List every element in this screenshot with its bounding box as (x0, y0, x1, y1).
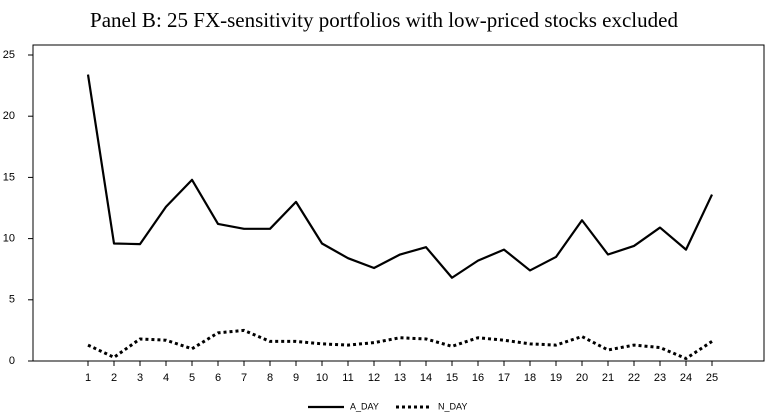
x-tick-label: 24 (680, 372, 692, 384)
x-tick-label: 14 (420, 372, 432, 384)
x-tick-label: 17 (498, 372, 510, 384)
x-tick-label: 8 (267, 372, 273, 384)
y-tick-label: 20 (3, 110, 15, 122)
data-line (86, 74, 713, 279)
x-tick-label: 18 (524, 372, 536, 384)
legend-label: N_DAY (438, 401, 467, 411)
x-tick-label: 15 (446, 372, 458, 384)
x-tick-label: 23 (654, 372, 666, 384)
x-tick-label: 4 (163, 372, 169, 384)
x-tick-label: 1 (85, 372, 91, 384)
x-tick-label: 12 (368, 372, 380, 384)
x-tick-label: 13 (394, 372, 406, 384)
x-tick-label: 6 (215, 372, 221, 384)
x-tick-label: 3 (137, 372, 143, 384)
x-tick-label: 10 (316, 372, 328, 384)
x-tick-label: 21 (602, 372, 614, 384)
plot-frame (32, 44, 765, 362)
data-line (87, 328, 713, 361)
x-tick-label: 25 (706, 372, 718, 384)
y-tick-label: 15 (3, 171, 15, 183)
x-tick-label: 2 (111, 372, 117, 384)
y-tick-label: 0 (9, 355, 15, 367)
x-tick-label: 22 (628, 372, 640, 384)
y-tick-label: 5 (9, 294, 15, 306)
chart-title: Panel B: 25 FX-sensitivity portfolios wi… (90, 8, 678, 32)
x-tick-label: 11 (342, 372, 353, 384)
y-tick-label: 10 (3, 233, 15, 245)
x-tick-label: 20 (576, 372, 588, 384)
y-tick-label: 25 (3, 49, 15, 61)
legend-label: A_DAY (350, 401, 379, 411)
x-tick-label: 9 (293, 372, 299, 384)
x-tick-label: 19 (550, 372, 562, 384)
x-tick-label: 7 (241, 372, 247, 384)
x-tick-label: 5 (189, 372, 195, 384)
x-tick-label: 16 (472, 372, 484, 384)
